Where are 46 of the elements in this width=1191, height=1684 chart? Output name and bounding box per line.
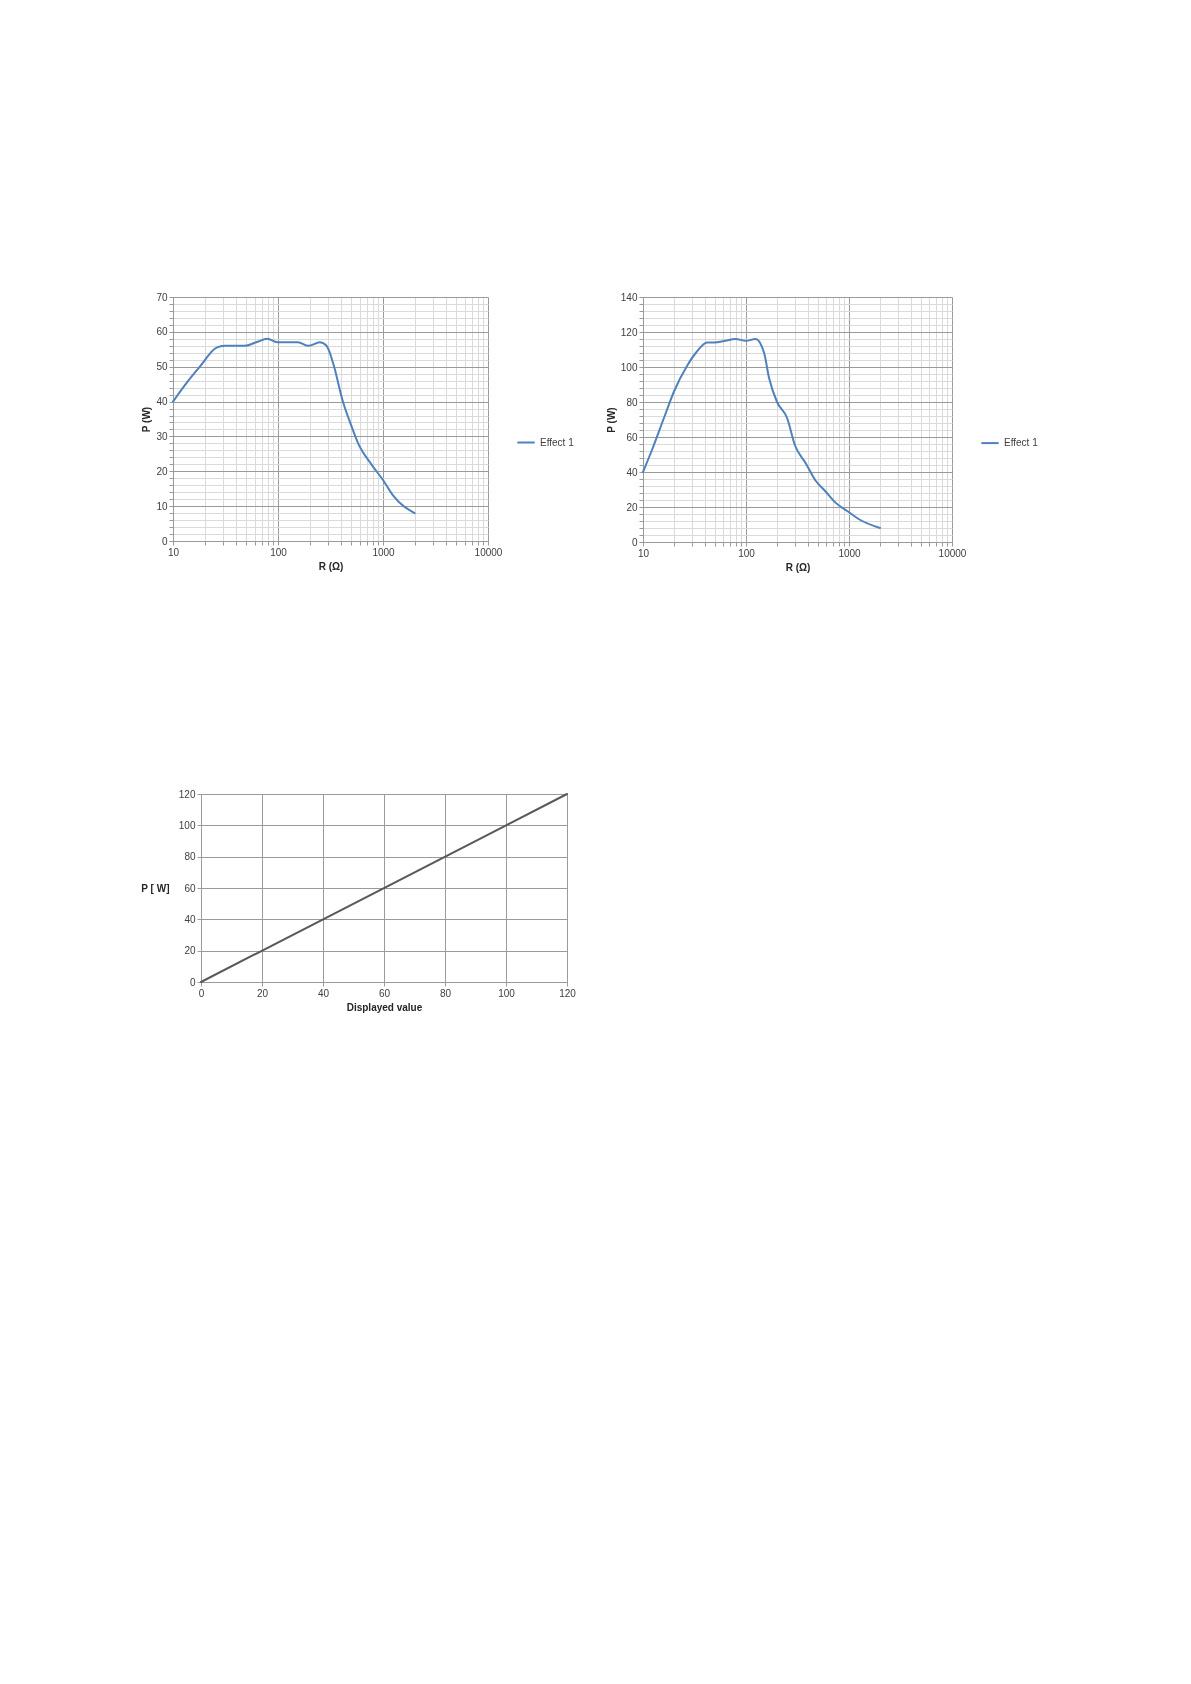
y-axis-title: P (W) — [141, 406, 153, 433]
y-tick-label: 0 — [189, 976, 196, 988]
y-tick-label: 0 — [631, 536, 638, 548]
y-tick-label: 20 — [184, 945, 196, 957]
y-tick-label: 120 — [178, 788, 196, 800]
y-tick-label: 100 — [620, 361, 638, 373]
x-axis-title: Displayed value — [346, 1001, 423, 1013]
x-tick-label: 60 — [378, 987, 391, 999]
x-tick-label: 100 — [498, 987, 516, 999]
y-tick-label: 140 — [620, 291, 638, 303]
y-tick-label: 60 — [626, 431, 638, 443]
y-tick-label: 60 — [184, 882, 196, 894]
y-tick-label: 20 — [626, 501, 638, 513]
legend-label: Effect 1 — [540, 436, 575, 448]
x-tick-label: 100 — [270, 546, 288, 558]
x-axis-title: R (Ω) — [318, 560, 344, 572]
x-tick-label: 10000 — [938, 547, 967, 559]
x-tick-label: 80 — [439, 987, 452, 999]
y-tick-label: 40 — [156, 396, 168, 408]
x-tick-label: 1000 — [372, 546, 396, 558]
y-tick-label: 0 — [161, 535, 168, 547]
y-tick-label: 80 — [184, 851, 196, 863]
x-tick-label: 20 — [256, 987, 269, 999]
y-tick-label: 120 — [620, 326, 638, 338]
x-tick-label: 10000 — [474, 546, 503, 558]
x-tick-label: 10 — [637, 547, 650, 559]
x-tick-label: 100 — [738, 547, 756, 559]
y-tick-label: 30 — [156, 430, 168, 442]
y-axis-title: P [ W] — [141, 882, 170, 894]
y-tick-label: 80 — [626, 396, 638, 408]
y-tick-label: 100 — [178, 819, 196, 831]
y-tick-label: 40 — [626, 466, 638, 478]
y-tick-label: 10 — [156, 500, 168, 512]
y-axis-title: P (W) — [605, 407, 617, 433]
y-tick-label: 70 — [156, 291, 168, 303]
y-tick-label: 20 — [156, 465, 168, 477]
y-tick-label: 40 — [184, 913, 196, 925]
x-tick-label: 120 — [559, 987, 577, 999]
x-tick-label: 1000 — [838, 547, 862, 559]
x-tick-label: 40 — [317, 987, 330, 999]
legend-label: Effect 1 — [1004, 437, 1039, 449]
x-tick-label: 10 — [167, 546, 180, 558]
x-tick-label: 0 — [198, 987, 205, 999]
y-tick-label: 60 — [156, 326, 168, 338]
x-axis-title: R (Ω) — [785, 561, 811, 573]
y-tick-label: 50 — [156, 361, 168, 373]
